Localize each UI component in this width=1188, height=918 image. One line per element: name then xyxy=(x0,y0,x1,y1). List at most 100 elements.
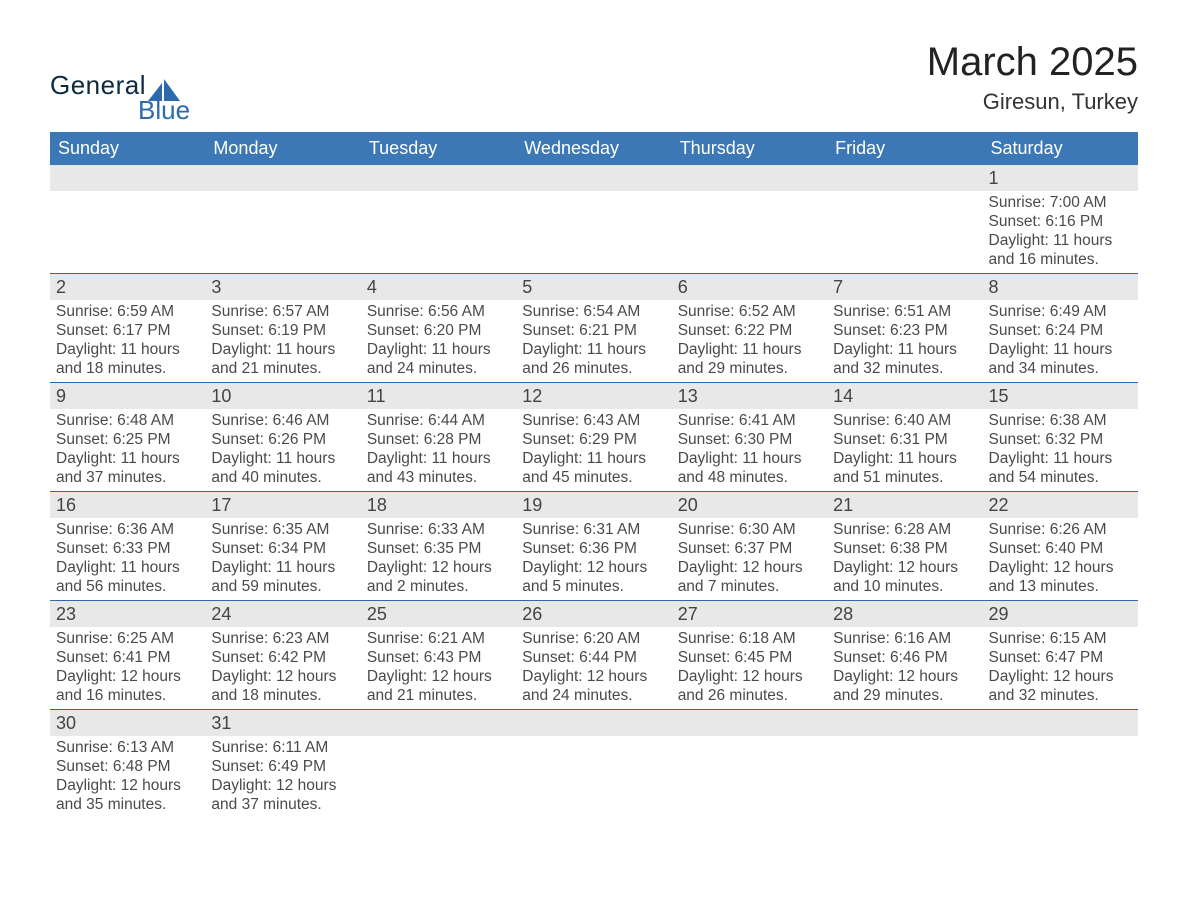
day-details xyxy=(672,736,827,742)
daylight-line: Daylight: 12 hours and 18 minutes. xyxy=(211,668,336,704)
sunrise-line: Sunrise: 6:43 AM xyxy=(522,412,640,429)
calendar-cell: 13Sunrise: 6:41 AMSunset: 6:30 PMDayligh… xyxy=(672,382,827,491)
sunrise-line: Sunrise: 6:11 AM xyxy=(211,739,328,756)
calendar-cell xyxy=(50,165,205,273)
calendar-cell: 4Sunrise: 6:56 AMSunset: 6:20 PMDaylight… xyxy=(361,273,516,382)
sunset-line: Sunset: 6:35 PM xyxy=(367,540,482,557)
calendar-row: 16Sunrise: 6:36 AMSunset: 6:33 PMDayligh… xyxy=(50,491,1138,600)
calendar-row: 23Sunrise: 6:25 AMSunset: 6:41 PMDayligh… xyxy=(50,600,1138,709)
day-details xyxy=(983,736,1138,742)
sunrise-line: Sunrise: 6:15 AM xyxy=(989,630,1107,647)
day-number: 1 xyxy=(983,165,1138,191)
sunset-line: Sunset: 6:20 PM xyxy=(367,322,482,339)
day-number: 18 xyxy=(361,492,516,518)
day-details: Sunrise: 6:46 AMSunset: 6:26 PMDaylight:… xyxy=(205,409,360,491)
calendar-cell xyxy=(361,165,516,273)
weekday-header: Tuesday xyxy=(361,132,516,165)
day-details: Sunrise: 6:30 AMSunset: 6:37 PMDaylight:… xyxy=(672,518,827,600)
sunrise-line: Sunrise: 7:00 AM xyxy=(989,194,1107,211)
sunset-line: Sunset: 6:28 PM xyxy=(367,431,482,448)
sunset-line: Sunset: 6:40 PM xyxy=(989,540,1104,557)
calendar-row: 9Sunrise: 6:48 AMSunset: 6:25 PMDaylight… xyxy=(50,382,1138,491)
calendar-cell: 20Sunrise: 6:30 AMSunset: 6:37 PMDayligh… xyxy=(672,491,827,600)
day-details: Sunrise: 6:41 AMSunset: 6:30 PMDaylight:… xyxy=(672,409,827,491)
calendar-body: 1Sunrise: 7:00 AMSunset: 6:16 PMDaylight… xyxy=(50,165,1138,818)
calendar-cell: 5Sunrise: 6:54 AMSunset: 6:21 PMDaylight… xyxy=(516,273,671,382)
sunset-line: Sunset: 6:17 PM xyxy=(56,322,171,339)
sunset-line: Sunset: 6:19 PM xyxy=(211,322,326,339)
day-details xyxy=(827,191,982,197)
calendar-cell: 17Sunrise: 6:35 AMSunset: 6:34 PMDayligh… xyxy=(205,491,360,600)
calendar-cell xyxy=(827,165,982,273)
calendar-cell: 3Sunrise: 6:57 AMSunset: 6:19 PMDaylight… xyxy=(205,273,360,382)
title-block: March 2025 Giresun, Turkey xyxy=(927,40,1138,123)
day-details: Sunrise: 6:15 AMSunset: 6:47 PMDaylight:… xyxy=(983,627,1138,709)
day-number: 15 xyxy=(983,383,1138,409)
day-details: Sunrise: 6:33 AMSunset: 6:35 PMDaylight:… xyxy=(361,518,516,600)
sunset-line: Sunset: 6:23 PM xyxy=(833,322,948,339)
day-number: 19 xyxy=(516,492,671,518)
daylight-line: Daylight: 11 hours and 32 minutes. xyxy=(833,341,957,377)
sunset-line: Sunset: 6:29 PM xyxy=(522,431,637,448)
weekday-header: Monday xyxy=(205,132,360,165)
sunset-line: Sunset: 6:41 PM xyxy=(56,649,171,666)
day-number xyxy=(672,165,827,191)
day-number: 31 xyxy=(205,710,360,736)
weekday-header-row: SundayMondayTuesdayWednesdayThursdayFrid… xyxy=(50,132,1138,165)
daylight-line: Daylight: 12 hours and 26 minutes. xyxy=(678,668,803,704)
day-details: Sunrise: 6:16 AMSunset: 6:46 PMDaylight:… xyxy=(827,627,982,709)
sunrise-line: Sunrise: 6:40 AM xyxy=(833,412,951,429)
weekday-header: Sunday xyxy=(50,132,205,165)
day-number: 22 xyxy=(983,492,1138,518)
sunrise-line: Sunrise: 6:36 AM xyxy=(56,521,174,538)
daylight-line: Daylight: 12 hours and 5 minutes. xyxy=(522,559,647,595)
day-details: Sunrise: 6:49 AMSunset: 6:24 PMDaylight:… xyxy=(983,300,1138,382)
day-number: 10 xyxy=(205,383,360,409)
sunrise-line: Sunrise: 6:46 AM xyxy=(211,412,329,429)
daylight-line: Daylight: 11 hours and 48 minutes. xyxy=(678,450,802,486)
calendar-cell xyxy=(516,709,671,818)
calendar-cell: 21Sunrise: 6:28 AMSunset: 6:38 PMDayligh… xyxy=(827,491,982,600)
day-number: 6 xyxy=(672,274,827,300)
day-number xyxy=(827,165,982,191)
sunset-line: Sunset: 6:45 PM xyxy=(678,649,793,666)
day-number xyxy=(516,710,671,736)
daylight-line: Daylight: 11 hours and 37 minutes. xyxy=(56,450,180,486)
sunset-line: Sunset: 6:49 PM xyxy=(211,758,326,775)
day-details: Sunrise: 6:35 AMSunset: 6:34 PMDaylight:… xyxy=(205,518,360,600)
day-number: 8 xyxy=(983,274,1138,300)
day-number xyxy=(672,710,827,736)
day-number xyxy=(205,165,360,191)
day-details: Sunrise: 6:48 AMSunset: 6:25 PMDaylight:… xyxy=(50,409,205,491)
daylight-line: Daylight: 11 hours and 26 minutes. xyxy=(522,341,646,377)
sunset-line: Sunset: 6:38 PM xyxy=(833,540,948,557)
daylight-line: Daylight: 11 hours and 18 minutes. xyxy=(56,341,180,377)
sunset-line: Sunset: 6:31 PM xyxy=(833,431,948,448)
sunrise-line: Sunrise: 6:57 AM xyxy=(211,303,329,320)
sunrise-line: Sunrise: 6:35 AM xyxy=(211,521,329,538)
calendar-cell: 1Sunrise: 7:00 AMSunset: 6:16 PMDaylight… xyxy=(983,165,1138,273)
sunrise-line: Sunrise: 6:59 AM xyxy=(56,303,174,320)
calendar-cell xyxy=(205,165,360,273)
calendar-cell: 26Sunrise: 6:20 AMSunset: 6:44 PMDayligh… xyxy=(516,600,671,709)
day-number: 16 xyxy=(50,492,205,518)
day-details xyxy=(50,191,205,197)
daylight-line: Daylight: 11 hours and 21 minutes. xyxy=(211,341,335,377)
daylight-line: Daylight: 12 hours and 35 minutes. xyxy=(56,777,181,813)
daylight-line: Daylight: 11 hours and 29 minutes. xyxy=(678,341,802,377)
day-number xyxy=(361,165,516,191)
day-details: Sunrise: 6:36 AMSunset: 6:33 PMDaylight:… xyxy=(50,518,205,600)
calendar-cell: 25Sunrise: 6:21 AMSunset: 6:43 PMDayligh… xyxy=(361,600,516,709)
calendar-cell: 6Sunrise: 6:52 AMSunset: 6:22 PMDaylight… xyxy=(672,273,827,382)
daylight-line: Daylight: 11 hours and 16 minutes. xyxy=(989,232,1113,268)
calendar-cell xyxy=(361,709,516,818)
day-details: Sunrise: 6:52 AMSunset: 6:22 PMDaylight:… xyxy=(672,300,827,382)
daylight-line: Daylight: 11 hours and 43 minutes. xyxy=(367,450,491,486)
day-number: 11 xyxy=(361,383,516,409)
calendar-cell: 7Sunrise: 6:51 AMSunset: 6:23 PMDaylight… xyxy=(827,273,982,382)
day-number: 4 xyxy=(361,274,516,300)
day-number: 9 xyxy=(50,383,205,409)
sunset-line: Sunset: 6:22 PM xyxy=(678,322,793,339)
calendar-cell: 8Sunrise: 6:49 AMSunset: 6:24 PMDaylight… xyxy=(983,273,1138,382)
sunset-line: Sunset: 6:46 PM xyxy=(833,649,948,666)
